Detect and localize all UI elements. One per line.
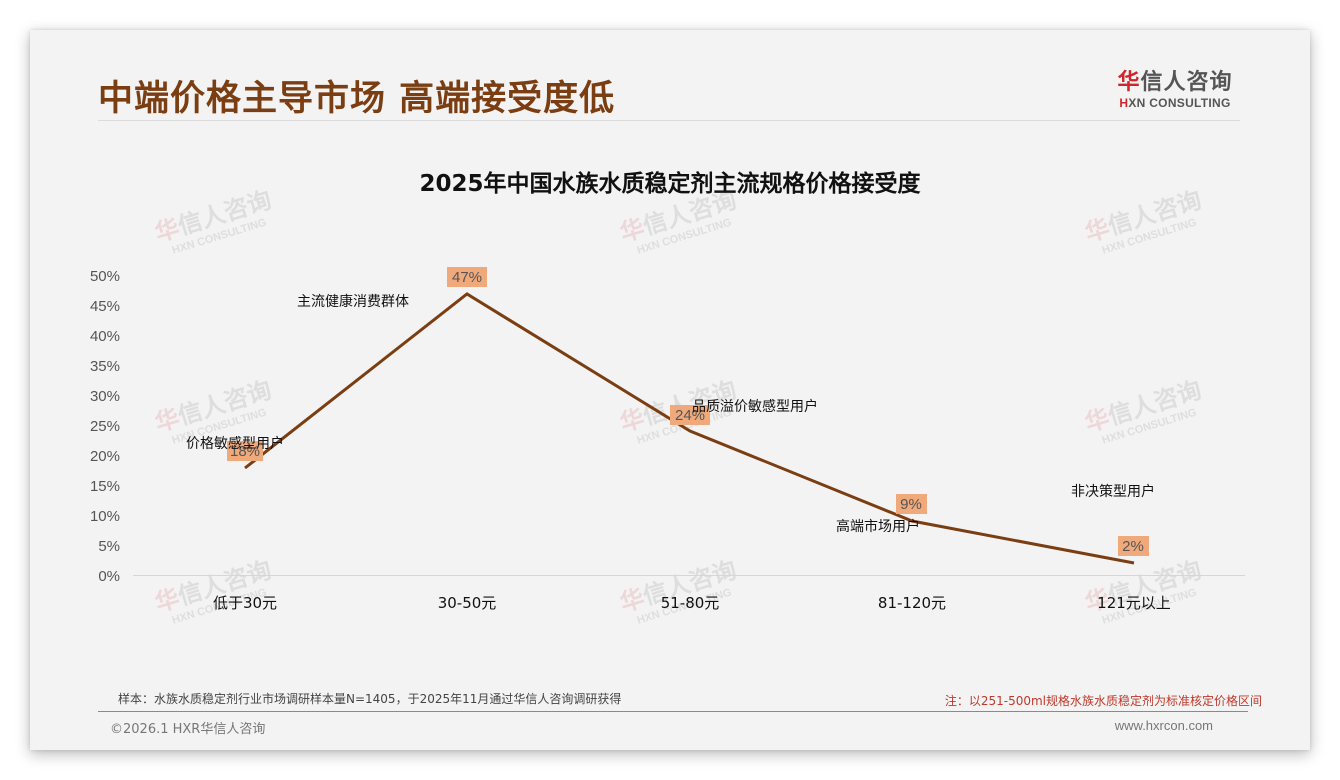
x-tick: 121元以上 — [1097, 594, 1171, 612]
value-label: 2% — [1118, 536, 1149, 556]
value-label: 9% — [896, 494, 927, 514]
svg-text:18%: 18% — [230, 443, 260, 460]
annotation: 非决策型用户 — [1071, 483, 1155, 500]
svg-text:2%: 2% — [1122, 538, 1144, 555]
svg-text:47%: 47% — [452, 269, 482, 286]
price-note: 注：以251-500ml规格水族水质稳定剂为标准核定价格区间 — [944, 694, 1262, 708]
y-tick: 5% — [98, 538, 120, 555]
y-tick: 35% — [90, 358, 120, 375]
chart-title: 2025年中国水族水质稳定剂主流规格价格接受度 — [419, 171, 921, 197]
x-tick: 30-50元 — [438, 594, 497, 612]
line-chart: 0% 5% 10% 15% 20% 25% 30% 35% 40% 45% 50… — [90, 267, 1245, 612]
footer-divider — [98, 711, 1248, 712]
title-divider — [98, 120, 1240, 121]
slide: 中端价格主导市场 高端接受度低 华信人咨询 HXN CONSULTING 202… — [30, 30, 1310, 750]
x-tick: 81-120元 — [878, 594, 946, 612]
x-tick: 低于30元 — [213, 594, 277, 612]
y-tick: 40% — [90, 328, 120, 345]
annotation: 价格敏感型用户 — [186, 435, 284, 452]
y-tick: 45% — [90, 298, 120, 315]
website-link[interactable]: www.hxrcon.com — [1114, 718, 1213, 733]
y-tick: 50% — [90, 268, 120, 285]
series-line — [244, 292, 1135, 565]
svg-text:24%: 24% — [675, 407, 705, 424]
x-axis: 低于30元 30-50元 51-80元 81-120元 121元以上 — [213, 594, 1171, 612]
value-label: 24% — [670, 405, 710, 425]
value-label: 18% — [227, 441, 263, 461]
y-tick: 20% — [90, 448, 120, 465]
logo-english: HXN CONSULTING — [1119, 96, 1231, 110]
company-logo: 华信人咨询 HXN CONSULTING — [1110, 64, 1240, 110]
logo-chinese: 华信人咨询 — [1117, 70, 1233, 95]
y-tick: 30% — [90, 388, 120, 405]
y-tick: 15% — [90, 478, 120, 495]
y-axis: 0% 5% 10% 15% 20% 25% 30% 35% 40% 45% 50… — [90, 268, 120, 585]
svg-text:9%: 9% — [900, 496, 922, 513]
value-label: 47% — [447, 267, 487, 287]
page-title: 中端价格主导市场 高端接受度低 — [98, 79, 616, 119]
copyright: ©2026.1 HXR华信人咨询 — [110, 722, 266, 737]
annotation: 品质溢价敏感型用户 — [692, 398, 818, 415]
annotation: 主流健康消费群体 — [297, 293, 409, 310]
x-tick: 51-80元 — [661, 594, 720, 612]
y-tick: 0% — [98, 568, 120, 585]
y-tick: 10% — [90, 508, 120, 525]
sample-note: 样本：水族水质稳定剂行业市场调研样本量N=1405，于2025年11月通过华信人… — [118, 692, 622, 706]
annotation: 高端市场用户 — [836, 518, 920, 535]
y-tick: 25% — [90, 418, 120, 435]
